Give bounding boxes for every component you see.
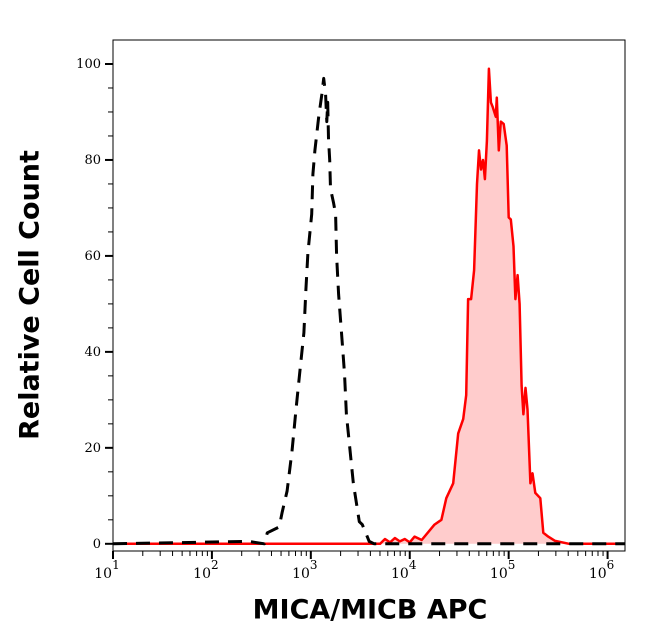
plot-frame: [112, 39, 626, 552]
series-0-fill: [113, 68, 625, 544]
x-tick-exponent: 5: [508, 558, 516, 572]
y-tick-label: 40: [84, 345, 101, 360]
x-tick-exponent: 1: [112, 558, 120, 572]
y-tick-label: 100: [76, 57, 101, 72]
y-tick-label: 0: [93, 537, 101, 552]
x-tick-exponent: 2: [211, 558, 219, 572]
x-tick-exponent: 4: [409, 558, 417, 572]
y-tick-label: 80: [84, 153, 101, 168]
y-tick-label: 60: [84, 249, 101, 264]
x-tick-label: 105: [490, 558, 515, 582]
y-tick-label: 20: [84, 441, 101, 456]
x-tick-exponent: 3: [310, 558, 318, 572]
x-tick-label: 104: [391, 558, 417, 582]
series-0-line: [113, 67, 625, 546]
x-tick-label: 102: [193, 558, 218, 582]
x-tick-label: 103: [292, 558, 317, 582]
x-tick-label: 101: [94, 558, 119, 582]
y-axis-label: Relative Cell Count: [14, 150, 46, 440]
x-tick-label: 106: [589, 558, 614, 582]
x-tick-exponent: 6: [607, 558, 615, 572]
x-axis-label: MICA/MICB APC: [252, 594, 488, 626]
series-1-line: [112, 76, 625, 546]
